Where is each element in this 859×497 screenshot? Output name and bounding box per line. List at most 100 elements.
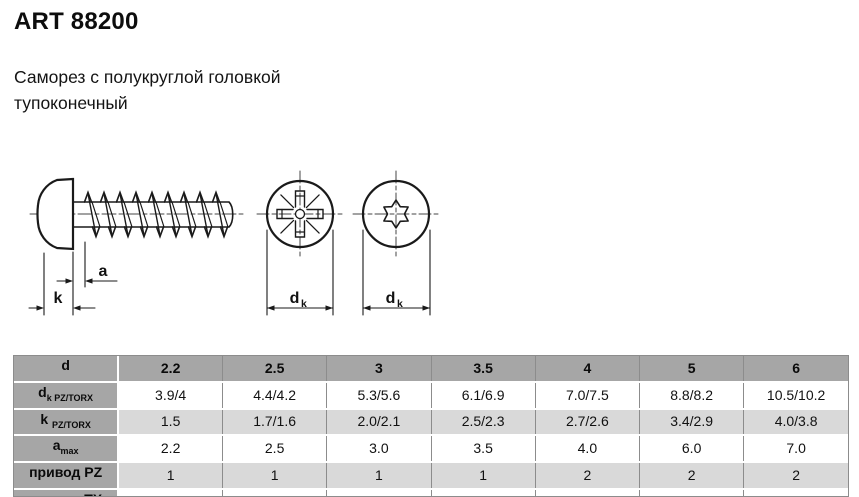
value-cell: 5.3/5.6 [326, 381, 432, 410]
header-cell: 3 [326, 356, 432, 383]
dim-dk-tx-arrow-left [363, 305, 371, 311]
value-cell: 1.5 [118, 408, 224, 437]
value-cell: 1 [222, 462, 328, 490]
row-label-sub: max [60, 446, 79, 457]
value-cell: 6.1/6.9 [431, 381, 536, 410]
table-row-dk: dk PZ/TORX 3.9/4 4.4/4.2 5.3/5.6 6.1/6.9… [14, 381, 848, 410]
product-description: Саморез с полукруглой головкой тупоконеч… [14, 67, 281, 113]
header-cell: 2.5 [222, 356, 328, 383]
spec-table-container: d 2.2 2.5 3 3.5 4 5 6 dk PZ/TORX 3.9/4 4… [13, 355, 849, 497]
value-cell: 3.9/4 [118, 381, 224, 410]
row-label: amax [14, 435, 120, 464]
dimension-dk-tx: d k [362, 229, 431, 316]
table-row-amax: amax 2.2 2.5 3.0 3.5 4.0 6.0 7.0 [14, 435, 848, 464]
dim-a-arrow-right [85, 278, 93, 284]
dim-dk-pz-arrow-left [267, 305, 275, 311]
value-cell: 6 [118, 488, 224, 496]
value-cell: 4.0 [535, 435, 641, 464]
value-cell: 1 [118, 462, 224, 490]
pz-recess-diagonals [280, 194, 320, 234]
dimension-dk-pz: d k [266, 229, 334, 316]
value-cell: 1.7/1.6 [222, 408, 328, 437]
header-cell: 5 [639, 356, 745, 383]
value-cell: 20 [639, 488, 745, 496]
value-cell: 3.4/2.9 [639, 408, 745, 437]
row-label-sub: PZ/TORX [52, 419, 91, 430]
dimension-k: k [28, 252, 96, 316]
value-cell: 2 [639, 462, 745, 490]
value-cell: 3.5 [431, 435, 536, 464]
value-cell: 10 [431, 488, 536, 496]
dimension-a: a [56, 241, 118, 316]
value-cell: 1 [326, 462, 432, 490]
value-cell: 3.0 [326, 435, 432, 464]
pz-recess-ticks [281, 195, 319, 233]
value-cell: 2 [743, 462, 848, 490]
pz-recess-slots [276, 190, 324, 238]
dim-dk-pz-arrow-right [325, 305, 333, 311]
dim-a-extension-lines [72, 241, 86, 316]
dim-a-arrow-left [65, 278, 73, 284]
table-row-k: k PZ/TORX 1.5 1.7/1.6 2.0/2.1 2.5/2.3 2.… [14, 408, 848, 437]
pz-head-circle [265, 179, 335, 249]
thread-crests-top [83, 190, 221, 203]
value-cell: 7.0 [743, 435, 848, 464]
row-label: d [14, 356, 120, 383]
dim-dk-pz-label-sub: k [301, 298, 307, 310]
value-cell: 1 [431, 462, 536, 490]
value-cell: 4.0/3.8 [743, 408, 848, 437]
row-label: привод PZ [14, 462, 120, 490]
thread-flanks-2 [91, 201, 229, 228]
value-cell: 8.8/8.2 [639, 381, 745, 410]
thread-crests-bottom [91, 226, 229, 239]
screw-side-view [29, 177, 247, 251]
thread-flanks [87, 192, 225, 237]
row-label: привод TX [14, 488, 120, 496]
spec-table: d 2.2 2.5 3 3.5 4 5 6 dk PZ/TORX 3.9/4 4… [14, 356, 848, 496]
header-cell: 6 [743, 356, 848, 383]
value-cell: 25 [743, 488, 848, 496]
dim-dk-pz-label: d [290, 290, 300, 307]
tx-crosshair [352, 170, 440, 258]
dim-dk-tx-label: d [386, 290, 396, 307]
row-label-sub: k PZ/TORX [46, 392, 94, 403]
tx-head-circle [361, 179, 431, 249]
row-label: k PZ/TORX [14, 408, 120, 437]
dim-k-arrow-right [73, 305, 81, 311]
dim-dk-tx-extension-lines [362, 229, 431, 316]
pz-crosshair [256, 170, 344, 258]
table-row-drive-tx: привод TX 6 8 10 10 20 20 25 [14, 488, 848, 496]
value-cell: 8 [222, 488, 328, 496]
tx-recess-star [383, 199, 409, 229]
value-cell: 2.0/2.1 [326, 408, 432, 437]
value-cell: 2.5 [222, 435, 328, 464]
value-cell: 10 [326, 488, 432, 496]
header-cell: 3.5 [431, 356, 536, 383]
header-cell: 2.2 [118, 356, 224, 383]
dim-a-label: a [99, 263, 108, 280]
table-row-drive-pz: привод PZ 1 1 1 1 2 2 2 [14, 462, 848, 490]
value-cell: 2.5/2.3 [431, 408, 536, 437]
value-cell: 4.4/4.2 [222, 381, 328, 410]
tx-head-view [352, 170, 440, 258]
row-label: dk PZ/TORX [14, 381, 120, 410]
pz-head-view [256, 170, 344, 258]
table-header-row: d 2.2 2.5 3 3.5 4 5 6 [14, 356, 848, 383]
dim-dk-tx-arrow-right [422, 305, 430, 311]
dim-dk-tx-label-sub: k [397, 298, 403, 310]
page-title: ART 88200 [14, 8, 139, 35]
value-cell: 7.0/7.5 [535, 381, 641, 410]
screw-head-outline [36, 177, 75, 251]
dim-dk-pz-extension-lines [266, 229, 334, 316]
value-cell: 2.7/2.6 [535, 408, 641, 437]
value-cell: 6.0 [639, 435, 745, 464]
value-cell: 20 [535, 488, 641, 496]
value-cell: 2.2 [118, 435, 224, 464]
value-cell: 10.5/10.2 [743, 381, 848, 410]
dim-k-label: k [54, 290, 63, 307]
value-cell: 2 [535, 462, 641, 490]
dim-k-arrow-left [36, 305, 44, 311]
pz-recess-hub [294, 208, 306, 220]
header-cell: 4 [535, 356, 641, 383]
